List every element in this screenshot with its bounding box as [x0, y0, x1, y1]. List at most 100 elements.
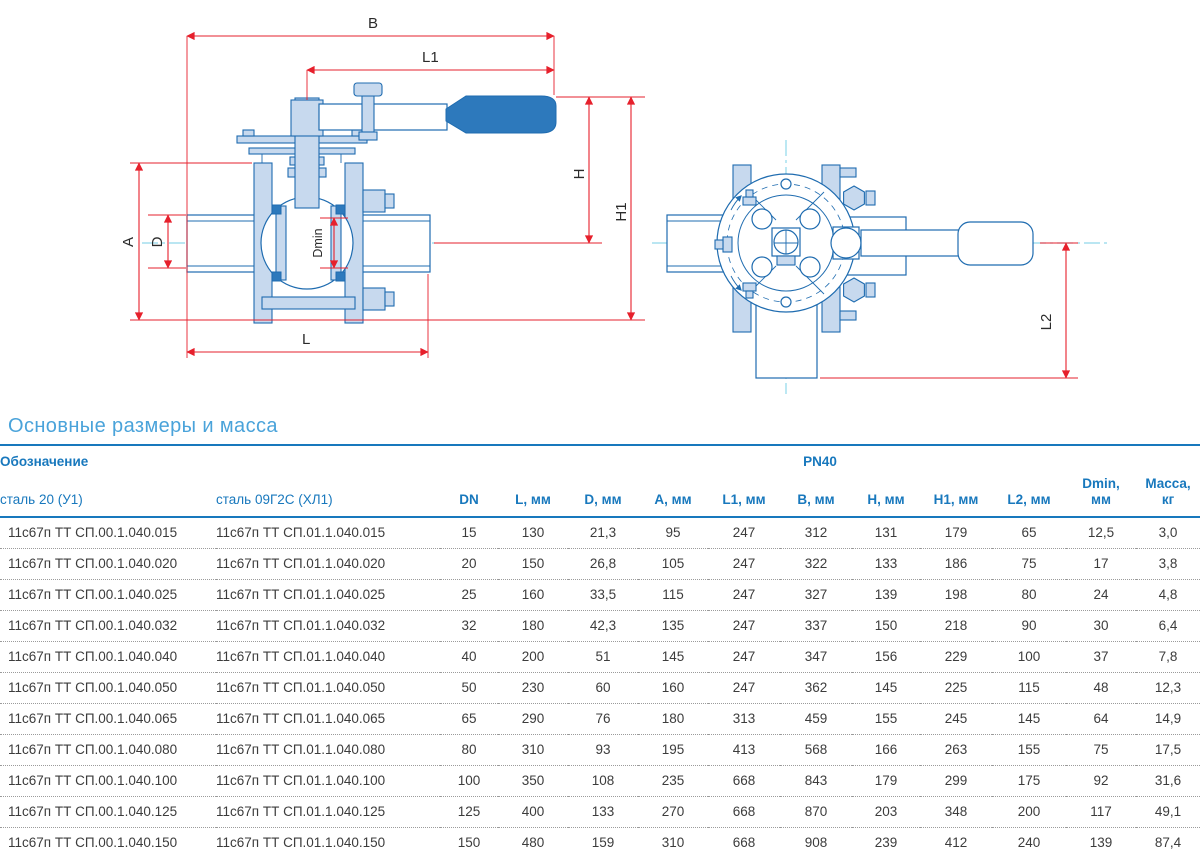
- value-cell: 17,5: [1136, 734, 1200, 766]
- value-cell: 12,3: [1136, 672, 1200, 704]
- dim-label-b: B: [368, 15, 378, 32]
- value-cell: 75: [992, 548, 1067, 580]
- value-cell: 480: [521, 835, 545, 850]
- value-cell: 150: [457, 835, 481, 850]
- designation-steel09g2s-cell: 11с67п ТТ СП.01.1.040.020: [216, 548, 441, 580]
- value-cell: 412: [944, 835, 968, 850]
- value-cell: 131: [852, 517, 921, 549]
- col-header-h1: H1, мм: [920, 472, 993, 518]
- value-cell: 145: [852, 672, 921, 704]
- value-cell: 49,1: [1136, 796, 1200, 828]
- value-cell: 198: [920, 579, 993, 611]
- value-cell: 200: [498, 641, 569, 673]
- designation-steel20-cell: 11с67п ТТ СП.00.1.040.150: [8, 835, 178, 850]
- value-cell: 200: [992, 796, 1067, 828]
- value-cell: 130: [498, 517, 569, 549]
- table-row: 11с67п ТТ СП.00.1.040.040 11с67п ТТ СП.01…: [0, 641, 1200, 673]
- dim-label-h1: H1: [613, 202, 630, 221]
- table-row: 11с67п ТТ СП.00.1.040.015 11с67п ТТ СП.01…: [0, 517, 1200, 549]
- dim-label-d: D: [149, 236, 166, 247]
- value-cell: 100: [440, 765, 499, 797]
- value-cell: 322: [780, 548, 853, 580]
- value-cell: 31,6: [1136, 765, 1200, 797]
- value-cell: 65: [440, 703, 499, 735]
- value-cell: 179: [920, 517, 993, 549]
- section-title: Основные размеры и масса: [8, 415, 278, 437]
- value-cell: 247: [708, 641, 781, 673]
- table-row: 11с67п ТТ СП.00.1.040.020 11с67п ТТ СП.01…: [0, 548, 1200, 580]
- value-cell: 60: [568, 672, 639, 704]
- value-cell: 30: [1066, 610, 1137, 642]
- value-cell: 100: [992, 641, 1067, 673]
- designation-steel20-cell: 11с67п ТТ СП.00.1.040.025: [0, 579, 216, 611]
- value-cell: 247: [708, 579, 781, 611]
- col-header-l2: L2, мм: [992, 472, 1067, 518]
- value-cell: 459: [780, 703, 853, 735]
- value-cell: 195: [638, 734, 709, 766]
- value-cell: 270: [638, 796, 709, 828]
- value-cell: 247: [708, 672, 781, 704]
- designation-steel20-cell: 11с67п ТТ СП.00.1.040.065: [0, 703, 216, 735]
- value-cell: 24: [1066, 579, 1137, 611]
- col-header-a: A, мм: [638, 472, 709, 518]
- value-cell: 75: [1066, 734, 1137, 766]
- value-cell: 870: [780, 796, 853, 828]
- table-row: 11с67п ТТ СП.00.1.040.025 11с67п ТТ СП.01…: [0, 579, 1200, 611]
- side-view: [142, 82, 557, 324]
- table-row: 11с67п ТТ СП.00.1.040.150 11с67п ТТ СП.01…: [0, 828, 1200, 855]
- value-cell: 26,8: [568, 548, 639, 580]
- value-cell: 312: [780, 517, 853, 549]
- dim-label-l1: L1: [422, 49, 439, 66]
- value-cell: 80: [992, 579, 1067, 611]
- value-cell: 139: [1089, 835, 1113, 850]
- steel1-header: сталь 20 (У1): [0, 472, 216, 518]
- value-cell: 668: [708, 765, 781, 797]
- value-cell: 40: [440, 641, 499, 673]
- designation-steel09g2s-cell: 11с67п ТТ СП.01.1.040.015: [216, 517, 441, 549]
- value-cell: 247: [708, 548, 781, 580]
- value-cell: 160: [498, 579, 569, 611]
- value-cell: 247: [708, 517, 781, 549]
- value-cell: 125: [440, 796, 499, 828]
- value-cell: 263: [920, 734, 993, 766]
- steel2-header: сталь 09Г2С (ХЛ1): [216, 472, 441, 518]
- value-cell: 105: [638, 548, 709, 580]
- table-row: 11с67п ТТ СП.00.1.040.100 11с67п ТТ СП.01…: [0, 765, 1200, 797]
- technical-drawing: B L1 H H1 A D Dmin L: [0, 0, 1200, 405]
- value-cell: 568: [780, 734, 853, 766]
- value-cell: 156: [852, 641, 921, 673]
- value-cell: 179: [852, 765, 921, 797]
- value-cell: 76: [568, 703, 639, 735]
- value-cell: 135: [638, 610, 709, 642]
- value-cell: 180: [498, 610, 569, 642]
- handle-grip: [445, 95, 557, 134]
- col-header-h: H, мм: [852, 472, 921, 518]
- dimensions-front-view: L2: [820, 242, 1078, 379]
- value-cell: 80: [440, 734, 499, 766]
- value-cell: 218: [920, 610, 993, 642]
- value-cell: 160: [638, 672, 709, 704]
- value-cell: 159: [591, 835, 615, 850]
- table-header: Обозначение PN40 сталь 20 (У1) сталь 09Г…: [0, 444, 1200, 518]
- designation-steel09g2s-cell: 11с67п ТТ СП.01.1.040.040: [216, 641, 441, 673]
- value-cell: 313: [708, 703, 781, 735]
- designation-steel09g2s-cell: 11с67п ТТ СП.01.1.040.150: [216, 835, 386, 850]
- col-header-l1: L1, мм: [708, 472, 781, 518]
- col-header-l: L, мм: [498, 472, 569, 518]
- value-cell: 115: [992, 672, 1067, 704]
- col-header-dn: DN: [440, 472, 499, 518]
- value-cell: 166: [852, 734, 921, 766]
- valve-drawing-svg: B L1 H H1 A D Dmin L: [120, 15, 1110, 394]
- designation-steel09g2s-cell: 11с67п ТТ СП.01.1.040.065: [216, 703, 441, 735]
- value-cell: 14,9: [1136, 703, 1200, 735]
- table-body: 11с67п ТТ СП.00.1.040.015 11с67п ТТ СП.01…: [0, 517, 1200, 855]
- value-cell: 37: [1066, 641, 1137, 673]
- designation-steel09g2s-cell: 11с67п ТТ СП.01.1.040.080: [216, 734, 441, 766]
- col-header-dmin: Dmin, мм: [1066, 472, 1137, 518]
- table-row: 11с67п ТТ СП.00.1.040.080 11с67п ТТ СП.01…: [0, 734, 1200, 766]
- value-cell: 117: [1066, 796, 1137, 828]
- value-cell: 150: [498, 548, 569, 580]
- value-cell: 203: [852, 796, 921, 828]
- value-cell: 668: [732, 835, 756, 850]
